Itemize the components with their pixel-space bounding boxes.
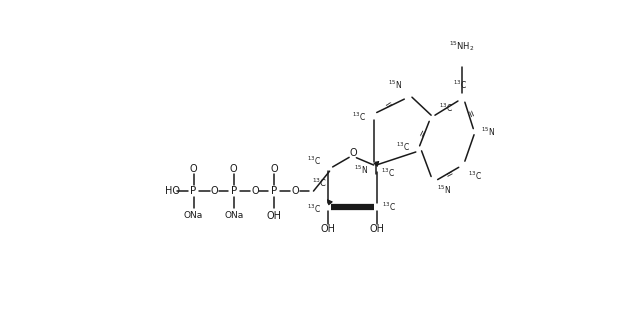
- Text: $=$: $=$: [443, 167, 456, 180]
- Text: O: O: [211, 186, 218, 196]
- Text: $^{13}$C: $^{13}$C: [439, 102, 452, 114]
- Text: OH: OH: [266, 211, 282, 221]
- Text: O: O: [251, 186, 259, 196]
- Text: $^{15}$N: $^{15}$N: [437, 184, 451, 196]
- Text: $^{15}$N: $^{15}$N: [481, 126, 495, 138]
- Text: $^{15}$NH$_2$: $^{15}$NH$_2$: [449, 39, 474, 53]
- Text: $^{13}$C: $^{13}$C: [307, 202, 321, 215]
- Text: P: P: [271, 186, 277, 196]
- Text: $^{13}$C: $^{13}$C: [396, 141, 410, 153]
- Text: $^{13}$C: $^{13}$C: [312, 177, 328, 189]
- Text: O: O: [350, 148, 358, 158]
- Text: $^{13}$C: $^{13}$C: [383, 200, 396, 213]
- Text: OH: OH: [320, 224, 335, 234]
- Text: O: O: [270, 164, 278, 174]
- Text: HO: HO: [165, 186, 180, 196]
- Text: ONa: ONa: [184, 211, 203, 221]
- Text: $^{13}$C: $^{13}$C: [352, 110, 366, 123]
- Text: $^{13}$C: $^{13}$C: [453, 79, 467, 91]
- Text: $^{13}$C: $^{13}$C: [307, 154, 321, 167]
- Text: $=$: $=$: [465, 107, 477, 120]
- Text: $^{13}$C: $^{13}$C: [468, 170, 481, 182]
- Text: O: O: [291, 186, 299, 196]
- Text: $^{15}$N: $^{15}$N: [354, 164, 368, 176]
- Text: P: P: [230, 186, 237, 196]
- Text: P: P: [191, 186, 196, 196]
- Text: $^{13}$C: $^{13}$C: [381, 166, 396, 178]
- Text: $^{15}$N: $^{15}$N: [388, 79, 403, 91]
- Text: O: O: [189, 164, 197, 174]
- Text: ONa: ONa: [224, 211, 243, 221]
- Text: $=$: $=$: [416, 125, 429, 138]
- Text: OH: OH: [370, 224, 385, 234]
- Text: O: O: [230, 164, 237, 174]
- Text: $=$: $=$: [381, 98, 395, 111]
